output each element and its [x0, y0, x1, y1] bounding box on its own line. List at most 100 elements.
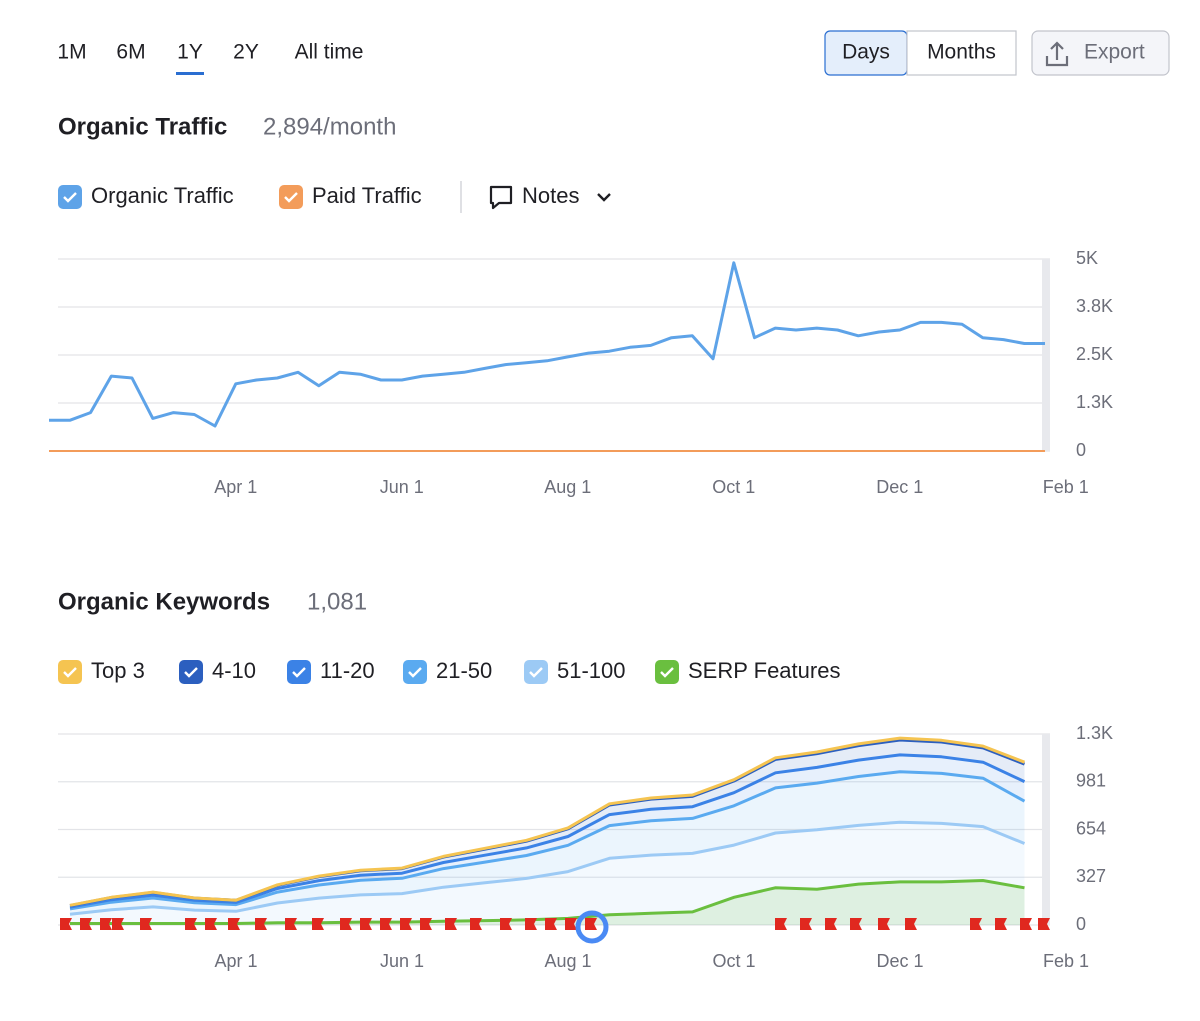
granularity-button[interactable]: Months: [906, 30, 1017, 76]
note-flag[interactable]: [970, 918, 982, 930]
y-tick-label: 981: [1076, 771, 1106, 791]
legend-label: Paid Traffic: [312, 183, 422, 208]
hover-band: [1042, 734, 1050, 925]
toolbar: 1M 6M 1Y 2Y All time Days Months Export: [57, 30, 1170, 76]
x-tick-label: Jun 1: [380, 951, 424, 971]
series-line: [69, 753, 1026, 909]
y-tick-label: 0: [1076, 914, 1086, 934]
range-label: 2Y: [233, 41, 259, 64]
export-icon: [1045, 41, 1069, 67]
note-flag[interactable]: [185, 918, 197, 930]
note-flag[interactable]: [800, 918, 812, 930]
y-tick-label: 654: [1076, 818, 1106, 838]
note-flag[interactable]: [340, 918, 352, 930]
series-area: [70, 771, 1025, 915]
chart: Organic Keywords 1,081 Top 3 4-10 11-20 21-50…: [58, 588, 1113, 971]
note-flag[interactable]: [525, 918, 537, 930]
note-flag[interactable]: [565, 918, 577, 930]
range-tab[interactable]: 2Y: [233, 41, 259, 64]
active-underline: [176, 72, 204, 75]
note-flag[interactable]: [255, 918, 267, 930]
legend-label: SERP Features: [688, 658, 840, 683]
note-flag[interactable]: [775, 918, 787, 930]
note-flag[interactable]: [80, 918, 92, 930]
x-tick-label: Oct 1: [712, 951, 755, 971]
chevron: [597, 193, 611, 202]
legend-checkbox: [403, 660, 427, 684]
chart-title: Organic Traffic: [58, 113, 227, 140]
legend-checkbox: [287, 660, 311, 684]
x-tick-label: Aug 1: [544, 951, 591, 971]
range-tab[interactable]: 1M: [57, 41, 86, 64]
notes-button[interactable]: Notes: [489, 183, 611, 210]
series-line: [69, 770, 1026, 911]
range-tab[interactable]: 1Y: [176, 41, 204, 75]
x-tick-label: Apr 1: [214, 951, 257, 971]
export-button[interactable]: Export: [1031, 30, 1170, 76]
legend-item[interactable]: 21-50: [403, 658, 492, 684]
note-flag[interactable]: [60, 918, 72, 930]
note-flag[interactable]: [400, 918, 412, 930]
notes-icon: [489, 185, 513, 210]
y-tick-label: 1.3K: [1076, 723, 1113, 743]
legend-label: 4-10: [212, 658, 256, 683]
note-flag[interactable]: [545, 918, 557, 930]
note-flag[interactable]: [420, 918, 432, 930]
note-flag[interactable]: [825, 918, 837, 930]
hover-band: [1042, 259, 1050, 451]
note-flag[interactable]: [1038, 918, 1050, 930]
note-flag[interactable]: [1020, 918, 1032, 930]
legend-checkbox: [58, 185, 82, 209]
legend-item[interactable]: Organic Traffic: [58, 183, 234, 209]
note-flag[interactable]: [878, 918, 890, 930]
legend-label: 51-100: [557, 658, 626, 683]
legend-item[interactable]: SERP Features: [655, 658, 840, 684]
chart-subtitle: 2,894/month: [263, 113, 396, 140]
note-flag[interactable]: [140, 918, 152, 930]
note-flag[interactable]: [228, 918, 240, 930]
note-flag[interactable]: [470, 918, 482, 930]
y-tick-label: 327: [1076, 866, 1106, 886]
notes-label: Notes: [522, 183, 579, 208]
legend-label: Top 3: [91, 658, 145, 683]
check: [408, 667, 422, 678]
note-flag[interactable]: [112, 918, 124, 930]
note-flag[interactable]: [850, 918, 862, 930]
x-tick-label: Aug 1: [544, 477, 591, 497]
note-flag[interactable]: [445, 918, 457, 930]
check: [63, 667, 77, 678]
note-flag[interactable]: [360, 918, 372, 930]
note-flag[interactable]: [100, 918, 112, 930]
note-flag[interactable]: [585, 918, 597, 930]
legend-item[interactable]: 51-100: [524, 658, 626, 684]
series-area: [70, 754, 1025, 909]
legend-item[interactable]: 11-20: [287, 658, 375, 684]
x-tick-label: Dec 1: [876, 951, 923, 971]
legend-checkbox: [524, 660, 548, 684]
legend-checkbox: [58, 660, 82, 684]
note-flag[interactable]: [285, 918, 297, 930]
x-tick-label: Oct 1: [712, 477, 755, 497]
legend-item[interactable]: Paid Traffic: [279, 183, 422, 209]
note-flag[interactable]: [312, 918, 324, 930]
range-tab[interactable]: All time: [295, 41, 364, 64]
y-tick-label: 3.8K: [1076, 296, 1113, 316]
note-flag[interactable]: [380, 918, 392, 930]
range-tab[interactable]: 6M: [116, 41, 145, 64]
button-label: Export: [1084, 41, 1145, 64]
note-flag[interactable]: [905, 918, 917, 930]
y-tick-label: 0: [1076, 440, 1086, 460]
series-line: [49, 261, 1045, 428]
range-label: 6M: [116, 41, 145, 64]
chart-subtitle: 1,081: [307, 588, 367, 615]
note-flag[interactable]: [205, 918, 217, 930]
legend-label: 11-20: [320, 658, 375, 683]
granularity-button[interactable]: Days: [824, 30, 908, 76]
note-flag[interactable]: [500, 918, 512, 930]
check: [292, 667, 306, 678]
legend-item[interactable]: 4-10: [179, 658, 256, 684]
legend-item[interactable]: Top 3: [58, 658, 145, 684]
check: [184, 667, 198, 678]
note-flag[interactable]: [995, 918, 1007, 930]
